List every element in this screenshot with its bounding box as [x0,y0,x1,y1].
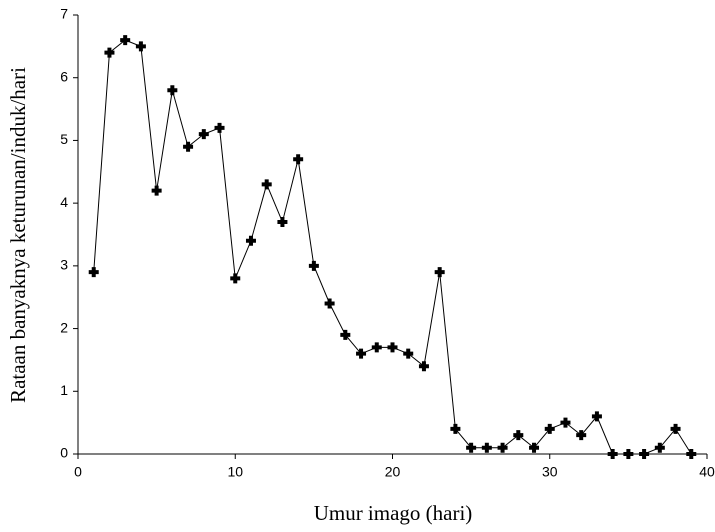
data-point [560,417,571,428]
data-point [198,129,209,140]
data-point [261,179,272,190]
data-point [576,430,587,441]
data-point [670,423,681,434]
y-tick-label: 5 [60,131,68,147]
data-point [230,273,241,284]
data-point [639,449,650,459]
y-tick-label: 4 [60,194,68,210]
y-tick-label: 0 [60,445,68,461]
data-point [450,423,461,434]
data-point [88,267,99,278]
data-point [497,442,508,453]
data-point [308,260,319,271]
data-point [135,41,146,52]
data-line [93,39,692,455]
y-axis-title: Rataan banyaknya keturunan/induk/hari [6,67,30,403]
data-point [403,348,414,359]
y-tick-label: 3 [60,257,68,273]
data-point [434,267,445,278]
y-tick-label: 2 [60,319,68,335]
data-point [120,35,131,46]
data-point [591,411,602,422]
x-tick-label: 0 [74,464,82,480]
data-point [214,122,225,133]
y-tick-label: 7 [60,6,68,22]
data-point [245,235,256,246]
x-tick-label: 40 [699,464,715,480]
data-point [418,361,429,372]
data-point [607,449,618,459]
data-point [466,442,477,453]
data-point [104,47,115,58]
data-point [167,85,178,96]
data-point [529,442,540,453]
data-point [183,141,194,152]
data-point [151,185,162,196]
data-point [686,449,697,459]
data-point [293,154,304,165]
data-point [371,342,382,353]
data-point [277,216,288,227]
x-axis-title: Umur imago (hari) [314,501,473,525]
y-tick-label: 6 [60,68,68,84]
data-point [544,423,555,434]
data-point [654,442,665,453]
data-point [324,298,335,309]
data-point [340,329,351,340]
data-point [356,348,367,359]
data-point [387,342,398,353]
x-tick-label: 10 [227,464,243,480]
y-tick-label: 1 [60,382,68,398]
data-point [481,442,492,453]
data-point [623,449,634,459]
x-tick-label: 30 [542,464,558,480]
data-point [513,430,524,441]
x-tick-label: 20 [385,464,401,480]
